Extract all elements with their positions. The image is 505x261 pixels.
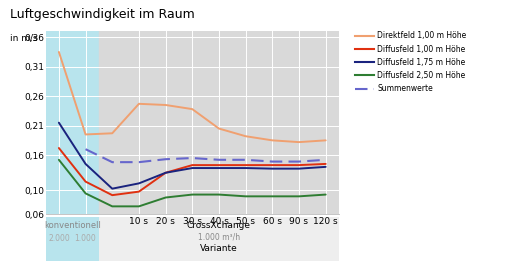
Bar [98,31,338,214]
Bar [45,31,98,214]
Text: CrossXchange: CrossXchange [186,221,250,229]
Text: in m/s: in m/s [10,34,38,43]
Text: konventionell: konventionell [44,221,100,229]
Text: 2.000: 2.000 [48,234,70,242]
Text: 1.000 m³/h: 1.000 m³/h [197,232,239,241]
Text: 1.000: 1.000 [75,234,96,242]
Legend: Direktfeld 1,00 m Höhe, Diffusfeld 1,00 m Höhe, Diffusfeld 1,75 m Höhe, Diffusfe: Direktfeld 1,00 m Höhe, Diffusfeld 1,00 … [354,32,466,93]
Text: Variante: Variante [199,244,237,253]
Text: Luftgeschwindigkeit im Raum: Luftgeschwindigkeit im Raum [10,8,194,21]
